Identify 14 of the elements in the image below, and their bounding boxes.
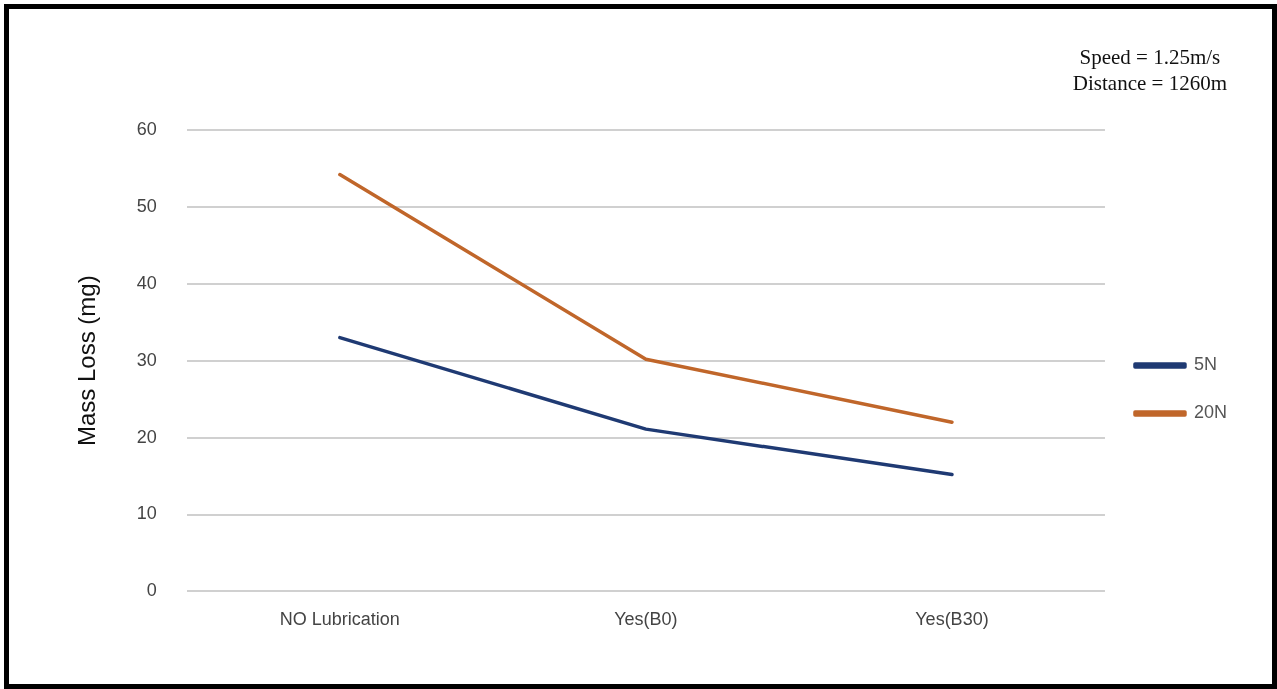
x-tick-label: Yes(B30)	[915, 609, 989, 630]
y-tick-label: 60	[136, 118, 157, 139]
y-tick-label: 10	[136, 503, 157, 524]
text: Speed = 1.25m/s Distance = 1260m	[1072, 44, 1227, 96]
legend-label: 20N	[1193, 402, 1228, 423]
y-tick-label: 0	[146, 580, 157, 601]
legend-label: 5N	[1193, 354, 1217, 375]
y-axis-title: Mass Loss (mg)	[73, 275, 101, 447]
x-tick-label: NO Lubrication	[279, 609, 400, 630]
y-tick-label: 40	[136, 272, 157, 293]
x-tick-label: Yes(B0)	[614, 609, 678, 630]
y-tick-label: 30	[136, 349, 157, 370]
y-tick-label: 50	[136, 195, 157, 216]
y-tick-label: 20	[136, 426, 157, 447]
